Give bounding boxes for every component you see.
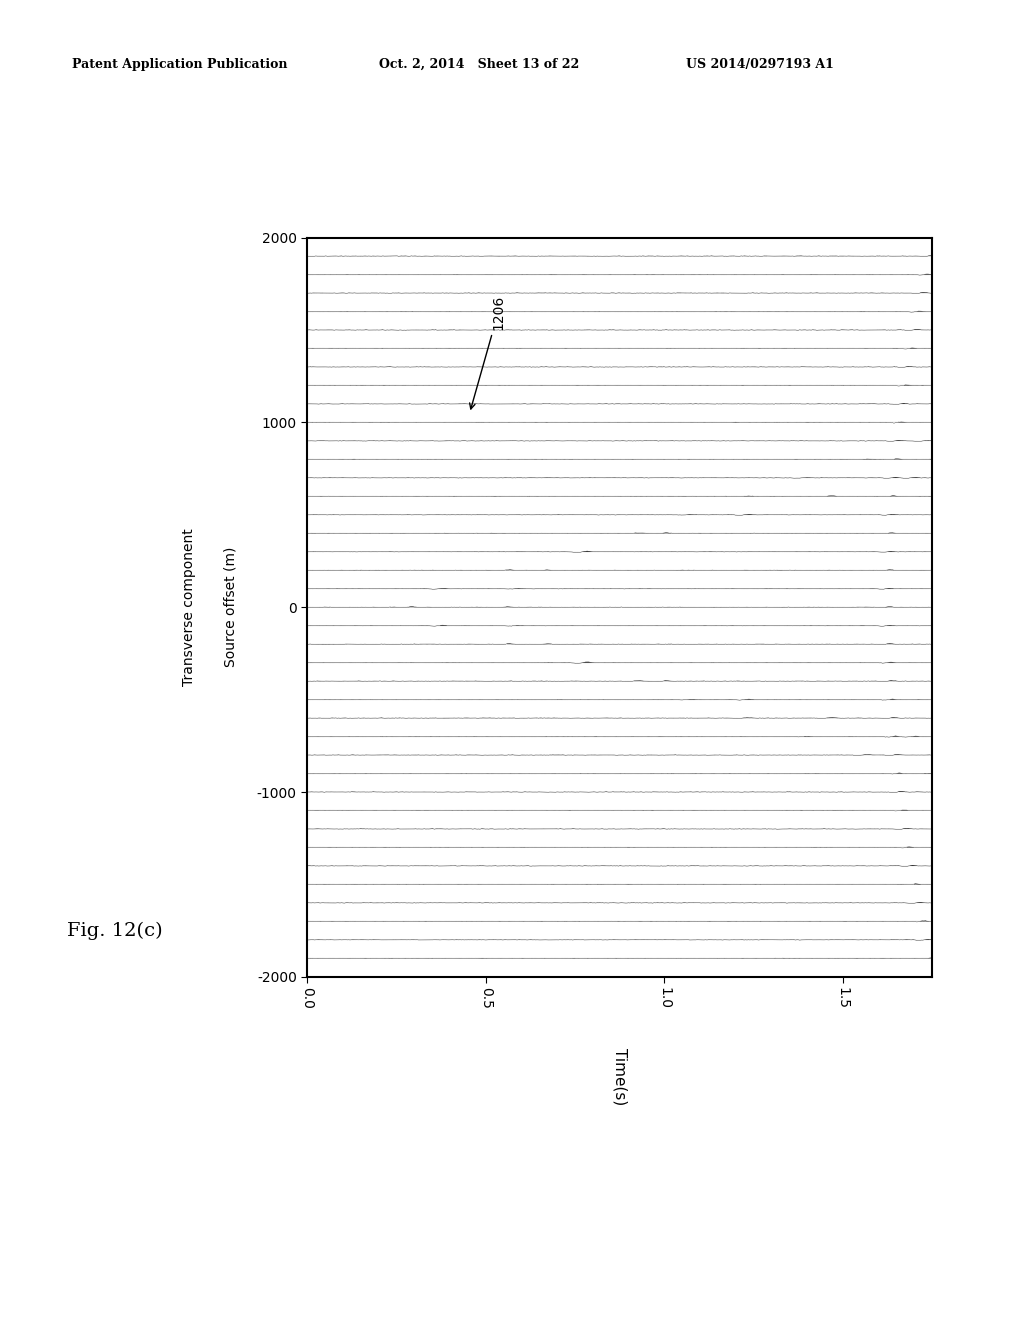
Text: Oct. 2, 2014   Sheet 13 of 22: Oct. 2, 2014 Sheet 13 of 22 bbox=[379, 58, 580, 71]
Text: US 2014/0297193 A1: US 2014/0297193 A1 bbox=[686, 58, 834, 71]
Text: Transverse component: Transverse component bbox=[182, 528, 197, 686]
Text: Patent Application Publication: Patent Application Publication bbox=[72, 58, 287, 71]
X-axis label: Time(s): Time(s) bbox=[612, 1048, 627, 1105]
Text: Fig. 12(c): Fig. 12(c) bbox=[67, 921, 162, 940]
Text: 1206: 1206 bbox=[470, 294, 505, 409]
Text: Source offset (m): Source offset (m) bbox=[223, 546, 238, 668]
